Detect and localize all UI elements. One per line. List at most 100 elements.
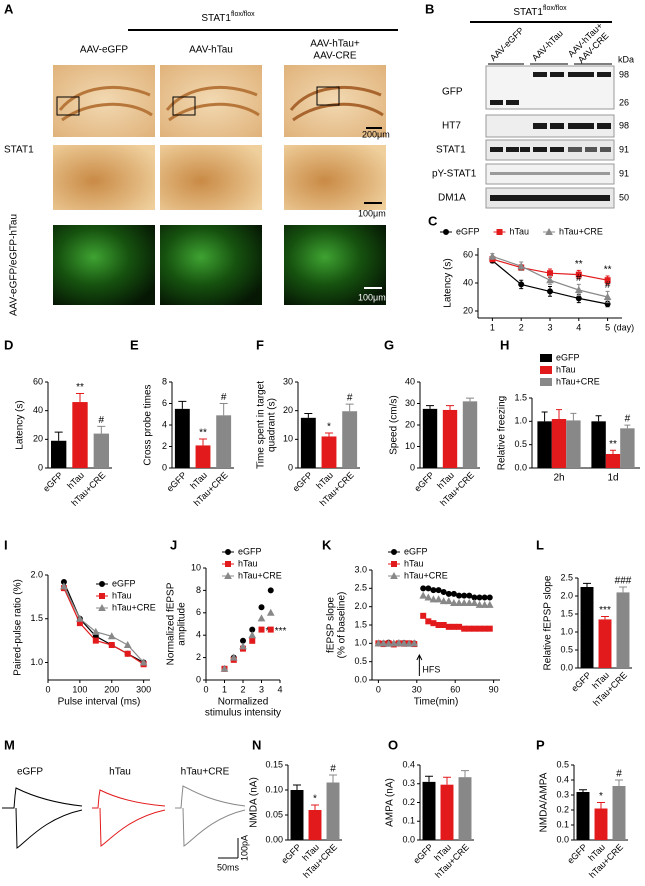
x-axis-label: stimulus intensity [205,708,281,719]
marker [266,608,275,616]
x-tick-label: 30 [412,684,422,694]
y-tick-label: 1.5 [354,619,367,629]
legend-label: eGFP [112,578,136,588]
significance: ** [609,439,617,450]
panel-label: K [322,537,332,552]
kda-marker: 50 [619,192,629,202]
series-line [63,587,144,665]
marker [430,587,437,594]
error-bar [325,432,333,437]
marker [443,229,449,235]
bar [566,420,581,468]
significance: * [266,626,270,637]
significance: ** [199,428,207,439]
bar [321,436,337,468]
marker [384,639,393,647]
band [597,123,611,129]
marker [248,631,257,639]
y-tick-label: 10 [191,562,201,572]
legend-label: eGFP [456,226,480,236]
x-tick-label: eGFP [279,842,303,866]
bar [50,440,67,468]
bar [458,777,472,840]
x-tick-label: 0 [45,684,50,694]
marker [476,625,483,632]
histology-image [284,225,386,305]
panel-label: L [536,537,544,552]
marker [430,620,437,627]
marker [107,632,116,640]
y-axis-label: Speed (cm/s) [389,395,400,454]
y-tick-label: 8 [196,585,201,595]
significance: *** [275,626,287,637]
band [506,100,519,105]
column-label: AAV-eGFP [80,45,128,56]
marker [575,295,582,302]
x-axis-label: Normalized [218,697,269,708]
marker [445,623,452,630]
error-bar [54,431,63,441]
panel-label: A [4,1,14,16]
panel-label: N [252,737,261,752]
legend-label: hTau+CRE [404,570,448,580]
event-arrow [416,653,423,676]
y-tick-label: 8 [162,376,167,386]
significance: # [616,769,622,780]
genotype-superscript: flox/flox [231,11,255,18]
y-axis-label: NMDA (nA) [249,777,260,828]
genotype-label: STAT1flox/flox [201,11,255,23]
legend-label: eGFP [556,352,580,362]
band [490,172,610,175]
significance: # [99,415,105,426]
bar [598,619,612,668]
marker [424,593,433,601]
trace-label: hTau+CRE [181,767,230,778]
marker [224,571,232,579]
y-tick-label: 1.0 [354,638,367,648]
y-axis-label: Latency (s) [443,258,454,307]
marker [480,600,489,608]
x-tick-label: eGFP [565,842,589,866]
bar [442,409,458,468]
y-tick-label: 20 [463,305,473,315]
row-label: AAV-eGFP/eGFP-hTau [9,214,20,316]
significance: # [625,414,631,425]
marker [139,658,148,666]
x-tick-label: 2h [553,473,564,484]
legend-label: hTau [404,558,424,568]
significance: ### [615,576,632,587]
legend-label: hTau+CRE [559,226,603,236]
y-tick-label: 0.0 [514,462,527,472]
histology-image [284,145,386,210]
marker [450,598,458,606]
kda-marker: 98 [619,120,629,130]
y-axis-label: Cross probe times [143,384,154,465]
bar [537,421,552,468]
panel-label: P [536,737,545,752]
y-axis-label: Normalized fEPSP [166,582,177,665]
x-tick-label: 5 [605,322,610,332]
marker [267,587,274,594]
band [533,72,547,77]
x-tick-label: 3 [547,322,552,332]
y-tick-label: 1.5 [514,392,527,402]
marker [466,625,473,632]
x-tick-label: 100 [72,684,87,694]
marker [486,625,493,632]
western-blot [485,65,615,209]
error-bar [570,412,577,421]
histology-image [160,225,262,305]
marker [488,252,497,260]
error-bar [541,411,548,422]
error-bar [615,779,623,786]
y-tick-label: 20 [283,405,293,415]
marker [390,571,398,579]
bar [422,408,438,468]
column-label: AAV-hTau [189,45,233,56]
y-tick-label: 60 [463,249,473,259]
y-tick-label: 2.0 [560,590,573,600]
error-bar [443,776,451,785]
blot-row-label: GFP [442,87,463,98]
marker [604,277,611,284]
